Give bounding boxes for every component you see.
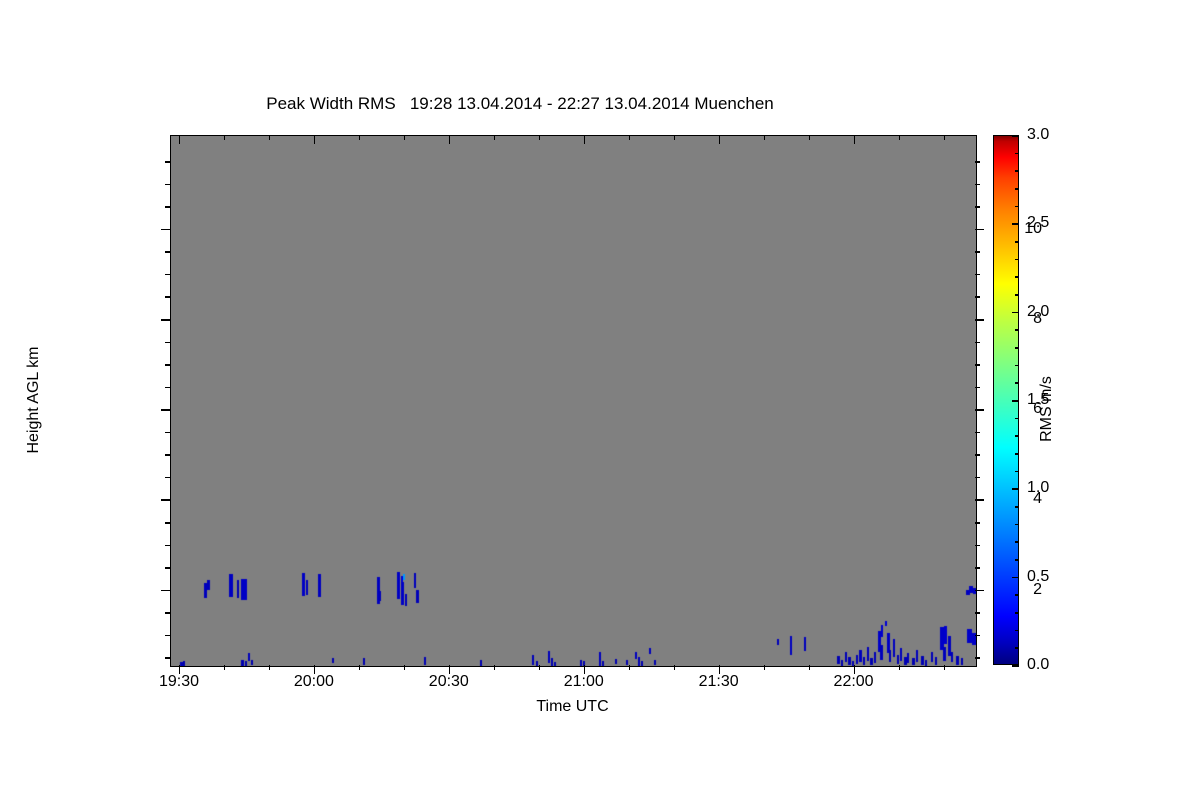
colorbar-tick-minor [1015,541,1019,543]
colorbar-tick-minor [1015,629,1019,632]
colorbar-tick-major [1012,135,1019,137]
colorbar-tick-major [1012,311,1019,314]
y-tick-label: 6 [1033,400,1042,418]
y-tick-major [161,589,170,592]
colorbar-tick-minor [1015,258,1019,261]
y-tick-label: 10 [1024,219,1042,237]
y-tick-label: 8 [1033,310,1042,328]
y-tick-major [161,499,170,501]
colorbar-tick-label: 0.0 [1027,656,1050,673]
colorbar-tick-minor [1015,205,1019,208]
colorbar-tick-minor [1015,506,1019,508]
colorbar-tick-minor [1015,276,1019,278]
x-tick-label: 22:00 [833,673,874,690]
x-tick-label: 21:00 [563,673,604,690]
colorbar-tick-major [1012,488,1019,490]
chart-title: Peak Width RMS 19:28 13.04.2014 - 22:27 … [266,94,774,113]
x-tick-label: 21:30 [698,673,739,690]
y-tick-label: 2 [1033,580,1042,598]
colorbar-tick-major [1012,665,1019,667]
colorbar-tick-label: 2.5 [1027,214,1050,232]
colorbar-tick-minor [1015,170,1019,172]
colorbar-tick-minor [1015,523,1019,526]
colorbar-tick-minor [1015,294,1019,296]
colorbar-tick-label: 1.0 [1027,479,1050,497]
colorbar-tick-minor [1015,417,1019,420]
colorbar-tick-minor [1015,435,1019,437]
colorbar-tick-minor [1015,470,1019,473]
x-tick-label: 20:30 [428,673,469,690]
colorbar-tick-minor [1015,188,1019,190]
plot-area [170,135,977,667]
colorbar-tick-label: 2.0 [1027,302,1050,320]
colorbar-tick-major [1012,400,1019,402]
colorbar-tick-minor [1015,559,1019,561]
colorbar-tick-major [1012,576,1019,579]
colorbar-tick-major [1012,223,1019,225]
colorbar-tick-minor [1015,241,1019,243]
colorbar-tick-minor [1015,453,1019,455]
y-tick-major [161,409,170,411]
colorbar-tick-minor [1015,382,1019,384]
heatmap-data-canvas [171,136,976,666]
colorbar-tick-label: 3.0 [1027,126,1050,143]
colorbar-tick-minor [1015,152,1019,155]
colorbar-tick-minor [1015,594,1019,596]
colorbar-tick-minor [1015,612,1019,614]
colorbar-tick-minor [1015,347,1019,349]
x-tick-label: 19:30 [158,673,200,690]
y-axis-title: Height AGL km [25,346,42,454]
colorbar-tick-label: 1.5 [1027,391,1050,408]
x-tick-label: 20:00 [293,673,334,690]
y-tick-major [161,319,170,321]
x-axis-title: Time UTC [536,698,609,715]
y-tick-major [161,228,170,231]
colorbar-tick-minor [1015,647,1019,649]
colorbar-title: RMS m/s [1038,376,1055,442]
colorbar-tick-minor [1015,329,1019,331]
colorbar-tick-label: 0.5 [1027,567,1050,585]
y-tick-label: 4 [1033,490,1042,508]
colorbar-tick-minor [1015,364,1019,367]
